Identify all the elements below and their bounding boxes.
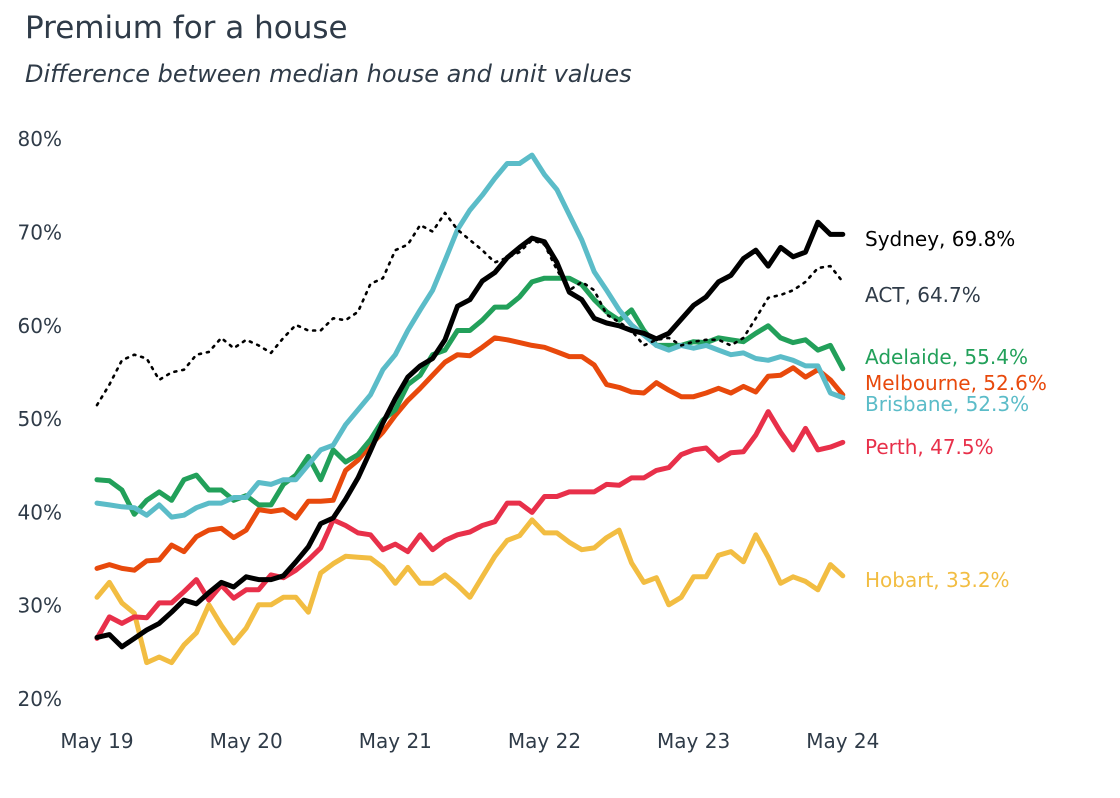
series-line-adelaide xyxy=(94,275,846,517)
y-tick-label: 60% xyxy=(18,314,62,338)
series-label-brisbane: Brisbane, 52.3% xyxy=(865,392,1029,416)
x-axis: May 19 May 20 May 21 May 22 May 23 May 24 xyxy=(60,729,879,753)
series-line-hobart xyxy=(94,517,846,666)
series-line-act xyxy=(95,211,845,407)
y-tick-label: 80% xyxy=(18,127,62,151)
series-label-perth: Perth, 47.5% xyxy=(865,435,994,459)
chart-title: Premium for a house xyxy=(25,10,348,46)
series-label-hobart: Hobart, 33.2% xyxy=(865,568,1010,592)
series-label-melbourne: Melbourne, 52.6% xyxy=(865,371,1047,395)
x-tick-label: May 20 xyxy=(210,729,283,753)
y-tick-label: 50% xyxy=(18,407,62,431)
x-tick-label: May 19 xyxy=(60,729,133,753)
series-line-sydney xyxy=(94,219,846,650)
y-axis: 20% 30% 40% 50% 60% 70% 80% xyxy=(18,127,62,711)
x-tick-label: May 22 xyxy=(508,729,581,753)
series-lines xyxy=(94,152,846,666)
x-tick-label: May 21 xyxy=(359,729,432,753)
y-tick-label: 70% xyxy=(18,221,62,245)
series-label-act: ACT, 64.7% xyxy=(865,283,981,307)
series-line-brisbane xyxy=(94,152,846,520)
y-tick-label: 20% xyxy=(18,687,62,711)
x-tick-label: May 23 xyxy=(657,729,730,753)
chart-subtitle: Difference between median house and unit… xyxy=(25,60,632,88)
series-label-adelaide: Adelaide, 55.4% xyxy=(865,345,1028,369)
series-labels: Sydney, 69.8% ACT, 64.7% Adelaide, 55.4%Me… xyxy=(865,227,1047,592)
y-tick-label: 30% xyxy=(18,594,62,618)
series-line-melbourne xyxy=(94,335,846,573)
x-tick-label: May 24 xyxy=(806,729,879,753)
series-label-sydney: Sydney, 69.8% xyxy=(865,227,1015,251)
y-tick-label: 40% xyxy=(18,500,62,524)
